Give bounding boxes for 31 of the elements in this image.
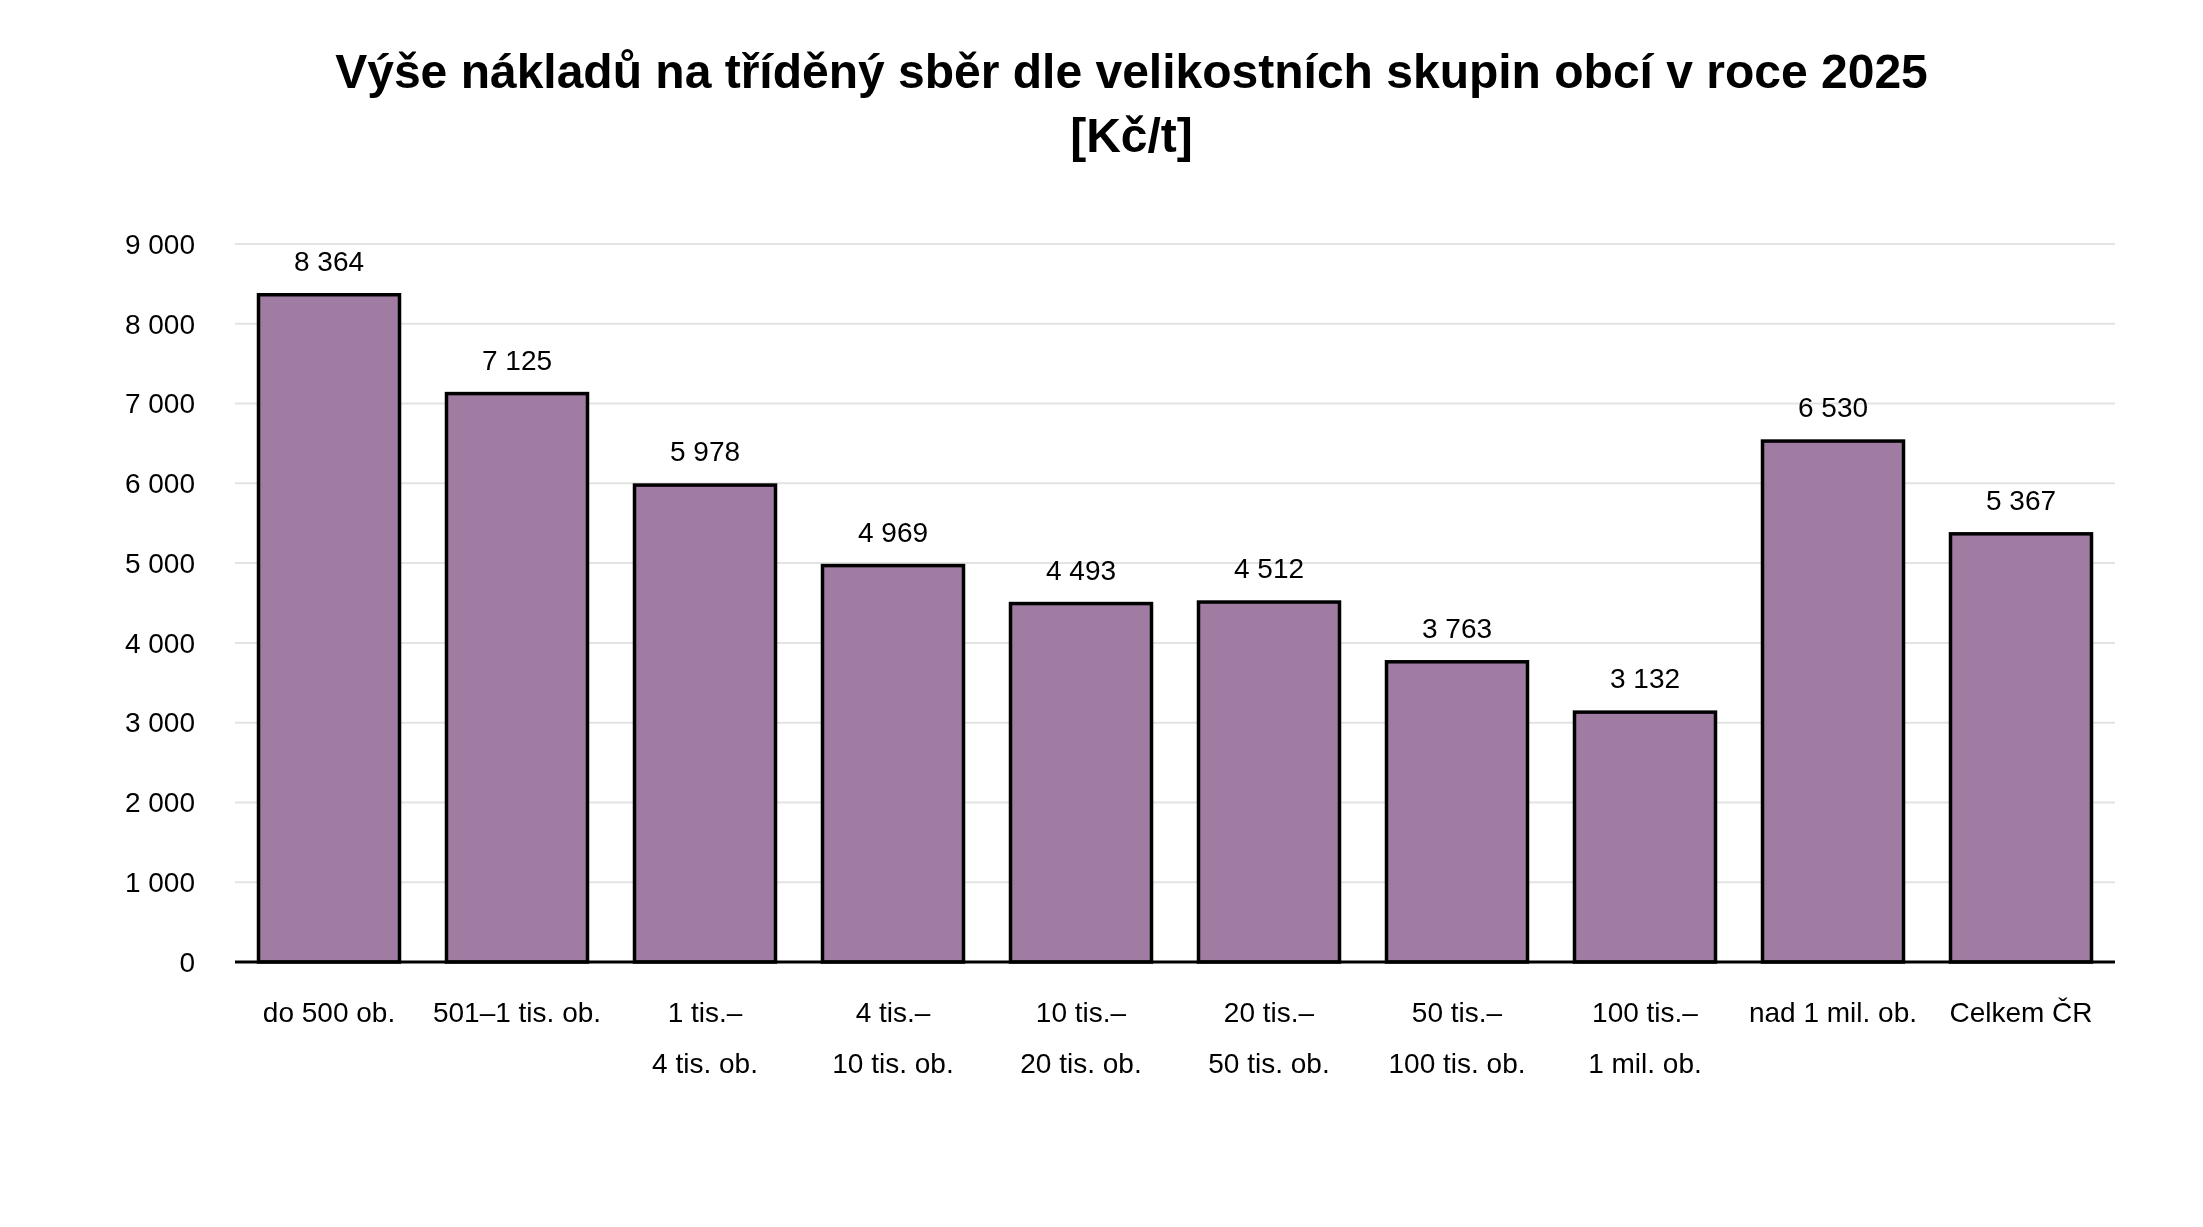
data-label: 4 969	[857, 516, 929, 548]
x-tick-label: Celkem ČR	[1949, 997, 2093, 1028]
x-tick-label: nad 1 mil. ob.	[1748, 997, 1918, 1028]
data-label: 4 512	[1233, 553, 1305, 585]
y-tick-label: 0	[179, 946, 195, 978]
chart-title: Výše nákladů na tříděný sběr dle velikostních skupin obcí v roce 2025 [Kč/t]	[335, 45, 1928, 162]
data-label: 3 132	[1609, 663, 1681, 695]
x-tick-label: 501–1 tis. ob.	[432, 997, 602, 1028]
y-tick-label: 6 000	[124, 468, 195, 500]
data-label: 5 367	[1985, 484, 2057, 516]
x-tick-label: 50 tis.– 100 tis. ob.	[1388, 997, 1526, 1079]
y-tick-label: 2 000	[124, 787, 195, 819]
data-label: 8 364	[293, 245, 365, 277]
y-tick-label: 9 000	[124, 228, 195, 260]
x-tick-label: 20 tis.– 50 tis. ob.	[1208, 997, 1330, 1079]
x-tick-label: 100 tis.– 1 mil. ob.	[1588, 997, 1702, 1079]
data-label: 7 125	[481, 344, 553, 376]
x-tick-label: 4 tis.– 10 tis. ob.	[832, 997, 954, 1079]
x-tick-label: 1 tis.– 4 tis. ob.	[652, 997, 758, 1079]
y-tick-label: 3 000	[124, 707, 195, 739]
y-tick-label: 5 000	[124, 547, 195, 579]
x-tick-label: do 500 ob.	[262, 997, 396, 1028]
y-tick-label: 8 000	[124, 308, 195, 340]
y-tick-label: 4 000	[124, 627, 195, 659]
data-label: 3 763	[1421, 612, 1493, 644]
data-label: 5 978	[669, 436, 741, 468]
data-label: 6 530	[1797, 392, 1869, 424]
y-tick-label: 7 000	[124, 388, 195, 420]
y-tick-label: 1 000	[124, 867, 195, 899]
x-tick-label: 10 tis.– 20 tis. ob.	[1020, 997, 1142, 1079]
data-label: 4 493	[1045, 554, 1117, 586]
